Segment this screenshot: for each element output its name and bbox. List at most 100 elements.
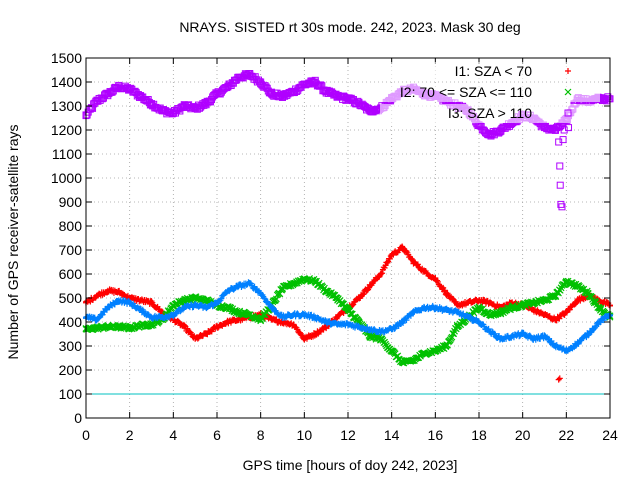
data-point	[381, 338, 389, 346]
data-point	[308, 311, 315, 318]
x-tick-label: 12	[340, 427, 356, 443]
data-point	[585, 332, 592, 339]
x-tick-label: 8	[257, 427, 265, 443]
data-point	[441, 288, 448, 295]
outlier-point	[558, 203, 566, 211]
y-tick-label: 100	[59, 386, 83, 402]
legend-entry-label: I1: SZA < 70	[455, 63, 533, 79]
axes-layer: 0100200300400500600700800900100011001200…	[51, 50, 618, 443]
data-point	[111, 301, 118, 308]
data-point	[218, 295, 225, 302]
data-point	[434, 277, 441, 284]
outlier-point	[556, 162, 564, 170]
data-point	[269, 304, 276, 311]
data-point	[414, 261, 421, 268]
x-axis-label: GPS time [hours of doy 242, 2023]	[243, 457, 458, 473]
outlier-point	[559, 136, 567, 144]
data-point	[592, 299, 600, 306]
data-point	[391, 325, 398, 332]
y-tick-label: 1500	[51, 50, 82, 66]
data-point	[600, 317, 607, 324]
outlier-point	[557, 200, 565, 208]
x-tick-label: 2	[126, 427, 134, 443]
legend-entry-label: I2: 70 <= SZA <= 110	[400, 84, 532, 100]
x-tick-label: 0	[82, 427, 90, 443]
data-point	[400, 320, 407, 327]
data-point	[423, 269, 430, 276]
data-point	[282, 314, 289, 321]
legend-bg	[380, 83, 600, 102]
x-tick-label: 10	[297, 427, 313, 443]
data-point	[386, 255, 393, 262]
y-tick-label: 1100	[52, 146, 82, 162]
data-point	[449, 295, 456, 302]
legend-marker	[564, 109, 572, 117]
y-tick-label: 500	[59, 290, 83, 306]
legend-bg	[380, 62, 600, 81]
legend-bg	[380, 104, 600, 123]
x-tick-label: 24	[602, 427, 618, 443]
data-point	[379, 270, 386, 277]
outlier-point	[560, 126, 568, 134]
x-tick-label: 20	[515, 427, 531, 443]
data-point	[605, 95, 613, 103]
legend-entry-label: I3: SZA > 110	[448, 105, 532, 121]
outlier-point	[555, 138, 563, 146]
outliers-1	[555, 375, 563, 383]
plot-frame	[85, 57, 611, 419]
y-tick-label: 900	[59, 194, 83, 210]
y-tick-label: 700	[59, 242, 83, 258]
data-point	[360, 291, 367, 298]
data-point	[407, 312, 414, 319]
outlier-point	[555, 376, 562, 383]
data-point	[491, 330, 498, 337]
data-point	[137, 305, 144, 312]
data-point	[226, 288, 233, 295]
data-point	[604, 93, 612, 101]
x-tick-label: 16	[428, 427, 444, 443]
y-tick-label: 0	[74, 410, 82, 426]
x-tick-label: 22	[559, 427, 575, 443]
x-tick-label: 14	[384, 427, 400, 443]
outlier-point	[556, 375, 563, 382]
y-tick-label: 300	[59, 338, 83, 354]
y-tick-label: 1400	[51, 74, 82, 90]
data-point	[550, 292, 558, 300]
data-point	[403, 317, 410, 324]
data-point	[587, 329, 594, 336]
data-point	[441, 287, 448, 294]
data-point	[556, 315, 563, 322]
y-axis-label: Number of GPS receiver-satellite rays	[5, 125, 21, 360]
data-point	[481, 323, 488, 330]
data-point	[261, 295, 268, 302]
data-point	[467, 313, 474, 320]
data-point	[384, 259, 391, 266]
legend-marker	[564, 88, 572, 96]
y-tick-label: 400	[59, 314, 83, 330]
data-point	[481, 297, 488, 304]
chart-title: NRAYS. SISTED rt 30s mode. 242, 2023. Ma…	[179, 19, 520, 35]
data-point	[209, 303, 216, 310]
x-tick-label: 18	[471, 427, 487, 443]
x-tick-label: 4	[169, 427, 177, 443]
y-tick-label: 600	[59, 266, 83, 282]
data-point	[181, 322, 188, 329]
y-tick-label: 1300	[51, 98, 82, 114]
y-tick-label: 1200	[51, 122, 82, 138]
outlier-point	[565, 124, 573, 132]
y-tick-label: 200	[59, 362, 83, 378]
outlier-point	[556, 181, 564, 189]
legend-marker	[565, 68, 571, 74]
data-point	[606, 302, 613, 309]
x-tick-label: 6	[213, 427, 221, 443]
legend: I1: SZA < 70 I2: 70 <= SZA <= 110 I3: SZA …	[380, 62, 600, 123]
y-tick-label: 800	[59, 218, 83, 234]
data-point	[408, 255, 415, 262]
outliers-0	[555, 124, 573, 211]
data-point	[468, 314, 475, 321]
y-tick-label: 1000	[51, 170, 82, 186]
data-point	[322, 317, 329, 324]
data-point	[89, 104, 97, 112]
